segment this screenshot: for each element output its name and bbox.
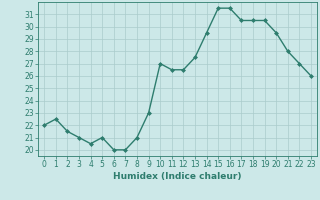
X-axis label: Humidex (Indice chaleur): Humidex (Indice chaleur): [113, 172, 242, 181]
